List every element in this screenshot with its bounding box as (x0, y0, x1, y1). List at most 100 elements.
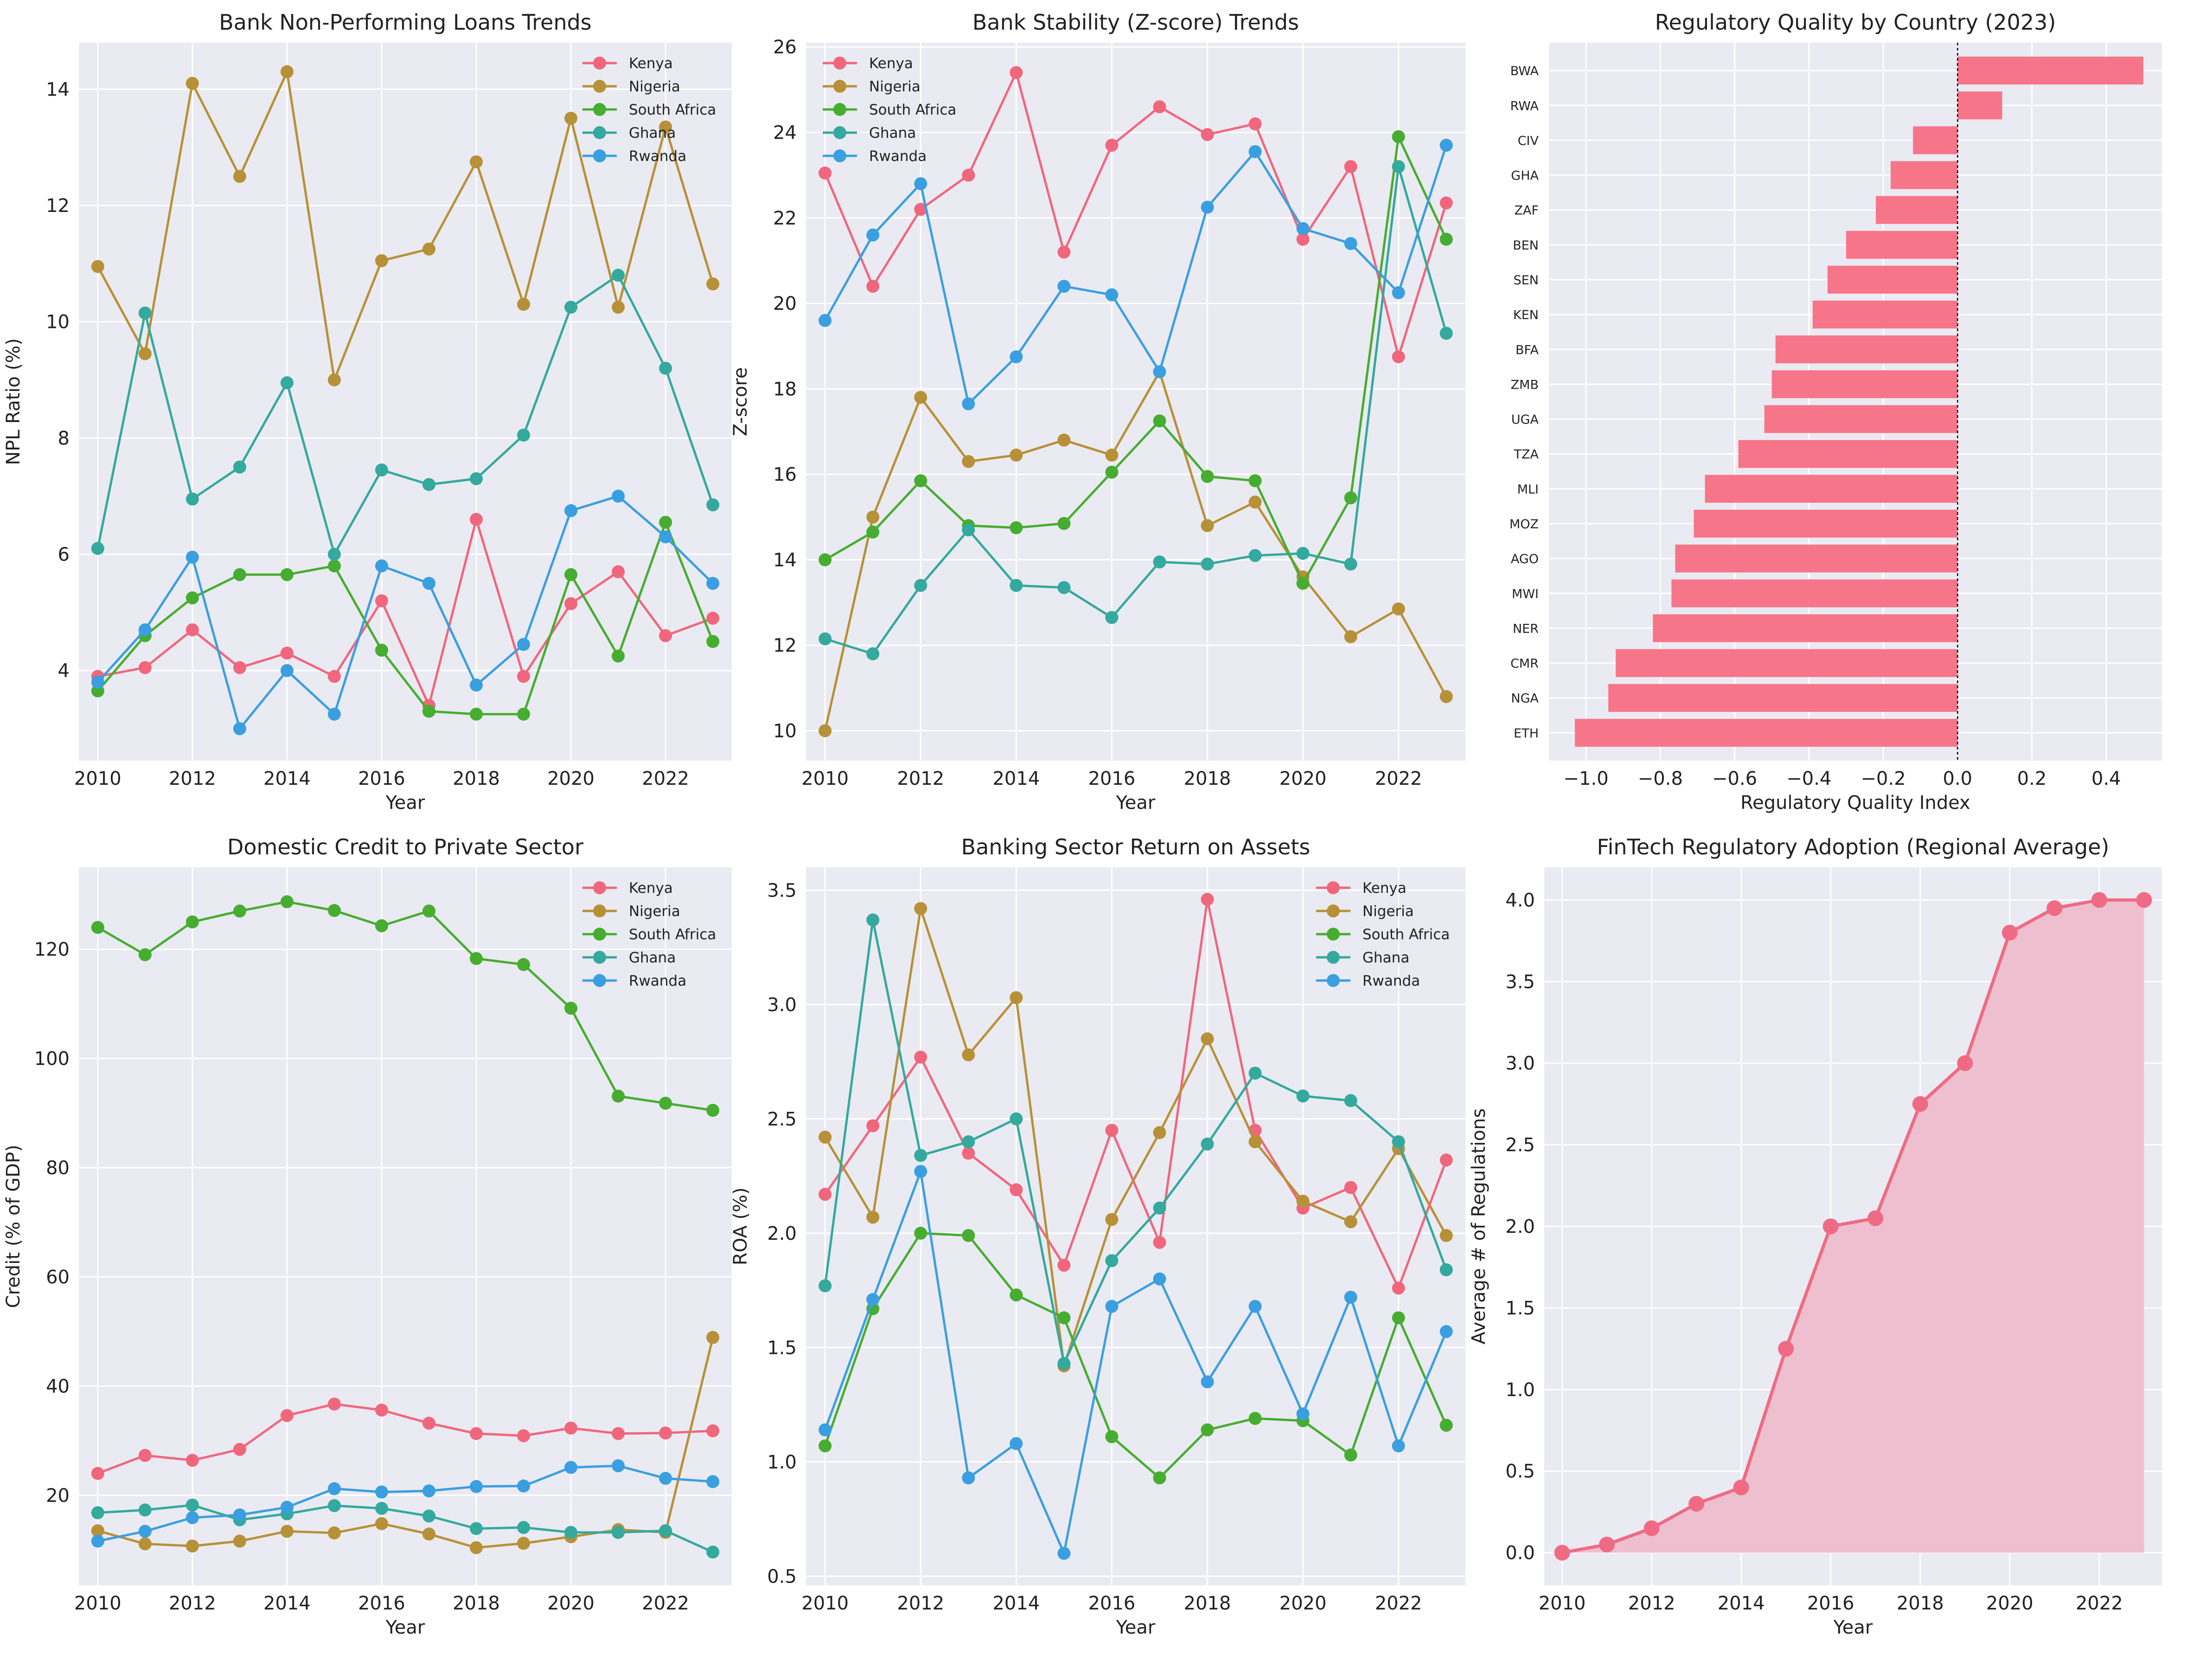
x-tick-label: 2020 (1279, 1593, 1327, 1614)
series-line-nigeria (96, 71, 714, 381)
data-point-south-africa (818, 553, 832, 566)
data-point-nigeria (185, 1539, 199, 1553)
data-point-rwanda (327, 1482, 341, 1495)
bar-bfa (1775, 335, 1958, 364)
chart-title: Banking Sector Return on Assets (961, 834, 1311, 859)
data-point-south-africa (375, 919, 388, 932)
data-point-ghana (1248, 1066, 1262, 1080)
data-point-kenya (1057, 1258, 1071, 1272)
data-point-south-africa (612, 1090, 625, 1103)
y-tick-label: ZMB (1511, 378, 1539, 392)
data-point-ghana (1296, 547, 1310, 560)
data-point-south-africa (1153, 1471, 1166, 1485)
data-point-kenya (1344, 1181, 1357, 1194)
data-point-ghana (280, 376, 294, 390)
data-point-rwanda (91, 675, 104, 689)
chart-title: FinTech Regulatory Adoption (Regional Av… (1597, 834, 2110, 859)
data-point-nigeria (1201, 519, 1214, 532)
data-point-south-africa (1057, 1311, 1071, 1325)
y-axis-label: NPL Ratio (%) (3, 338, 24, 465)
data-point-south-africa (327, 559, 341, 573)
data-point-ghana (185, 1498, 199, 1512)
x-tick-label: 0.0 (1943, 768, 1973, 789)
series-line-ghana (824, 918, 1448, 1365)
x-tick-label: 2016 (358, 1593, 405, 1614)
data-point-south-africa (1439, 232, 1453, 246)
data-point-rwanda (612, 489, 625, 503)
data-point-kenya (517, 670, 531, 683)
data-point-rwanda (1392, 286, 1405, 300)
data-point-rwanda (185, 551, 199, 564)
y-tick-label: 18 (773, 378, 797, 400)
y-tick-label: BWA (1510, 64, 1539, 78)
y-tick-label: 60 (46, 1267, 70, 1288)
data-point-rwanda (375, 559, 388, 573)
bar-gha (1891, 161, 1958, 189)
bar-tza (1738, 440, 1958, 468)
data-point-nigeria (1010, 449, 1023, 462)
series-line-nigeria (824, 371, 1447, 731)
series-line-rwanda (96, 495, 714, 730)
y-tick-label: 1.0 (1505, 1379, 1535, 1401)
data-point-rwanda (1296, 222, 1310, 235)
data-point-south-africa (375, 643, 388, 657)
data-point-ghana (564, 1526, 578, 1539)
data-point-ghana (1344, 558, 1357, 571)
data-point (1733, 1479, 1749, 1495)
data-point-south-africa (233, 904, 246, 918)
data-point-nigeria (1105, 449, 1119, 462)
legend-label-ghana: Ghana (1362, 949, 1409, 966)
data-point-south-africa (706, 635, 720, 648)
data-point-rwanda (1248, 1300, 1262, 1313)
data-point-south-africa (1344, 1448, 1357, 1462)
legend-marker-nigeria (593, 80, 606, 93)
legend-label-rwanda: Rwanda (869, 148, 927, 165)
data-point-kenya (1010, 1183, 1023, 1197)
data-point-kenya (1392, 350, 1405, 364)
data-point-rwanda (1439, 1325, 1453, 1338)
y-axis-label: Average # of Regulations (1468, 1109, 1490, 1345)
data-point-nigeria (1201, 1032, 1214, 1045)
legend-marker-nigeria (833, 80, 846, 93)
data-point-south-africa (185, 915, 199, 929)
data-point-rwanda (1392, 1439, 1405, 1453)
data-point (1778, 1340, 1794, 1357)
x-tick-label: 2018 (1184, 768, 1231, 789)
data-point-south-africa (138, 948, 152, 962)
data-point-ghana (706, 1545, 720, 1559)
data-point-south-africa (914, 474, 927, 487)
data-point-nigeria (375, 254, 388, 268)
data-point-rwanda (138, 623, 152, 636)
x-tick-label: −1.0 (1564, 768, 1609, 789)
data-point-ghana (1105, 1254, 1119, 1267)
data-point-nigeria (866, 1211, 880, 1224)
data-point-ghana (818, 632, 832, 646)
data-point-rwanda (914, 177, 927, 191)
y-tick-label: MLI (1517, 482, 1539, 497)
data-point-rwanda (1201, 200, 1214, 214)
data-point-kenya (564, 1421, 578, 1435)
data-point-nigeria (185, 77, 199, 90)
x-tick-label: 2010 (801, 768, 849, 789)
data-point-kenya (280, 647, 294, 660)
data-point-nigeria (1153, 1126, 1166, 1139)
data-point-kenya (1344, 160, 1357, 173)
y-tick-label: 0.0 (1505, 1543, 1535, 1564)
bar-zmb (1771, 370, 1958, 398)
data-point-rwanda (1344, 1290, 1357, 1304)
data-point-nigeria (818, 1130, 832, 1144)
x-tick-label: 2018 (453, 1593, 500, 1614)
x-tick-label: 2018 (1897, 1593, 1944, 1614)
panel-3: BWA RWA CIV GHA ZAF BEN SEN KEN BFA ZMB UGA TZA MLI M… (1509, 10, 2162, 814)
legend-label-kenya: Kenya (869, 55, 913, 72)
bar-uga (1764, 405, 1958, 433)
data-point-nigeria (233, 1534, 246, 1548)
data-point-nigeria (612, 301, 625, 314)
data-point-ghana (1153, 1201, 1166, 1215)
data-point-rwanda (612, 1459, 625, 1473)
series-line-kenya (824, 898, 1448, 1289)
x-tick-label: 2010 (801, 1593, 849, 1614)
data-point-south-africa (1439, 1418, 1453, 1432)
data-point-nigeria (1392, 602, 1405, 615)
y-tick-label: 22 (773, 208, 797, 229)
